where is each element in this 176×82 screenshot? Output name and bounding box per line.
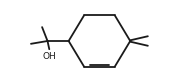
- Text: OH: OH: [42, 52, 56, 61]
